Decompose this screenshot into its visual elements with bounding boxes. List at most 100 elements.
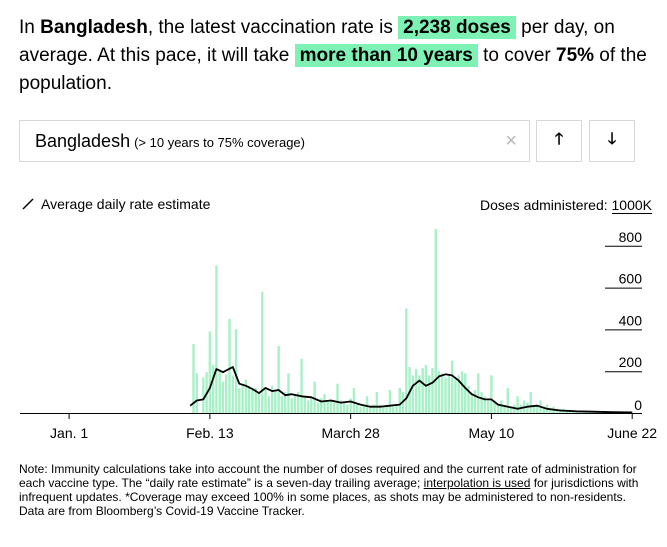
x-tick-label: Jan. 1 (50, 425, 88, 441)
bar (542, 406, 545, 413)
bar (434, 229, 437, 413)
bar (490, 375, 493, 413)
bar (195, 373, 198, 413)
bar (486, 400, 490, 413)
bar (500, 400, 503, 413)
bar (496, 404, 500, 413)
bar (503, 404, 506, 413)
selected-country: Bangladesh (> 10 years to 75% coverage) (35, 131, 305, 151)
headline: In Bangladesh, the latest vaccination ra… (19, 16, 647, 94)
x-tick-label: May 10 (468, 425, 514, 441)
clear-icon[interactable]: × (505, 130, 517, 152)
bar (333, 402, 336, 413)
bar (323, 394, 326, 413)
line-legend-icon (22, 198, 34, 210)
bar (414, 369, 418, 413)
bar (319, 398, 323, 413)
arrow-up-icon: 🡑 (554, 130, 564, 148)
bar (536, 404, 539, 413)
arrow-down-icon: 🡓 (607, 130, 617, 148)
bar (477, 373, 480, 413)
bar (349, 398, 352, 413)
bar (454, 379, 457, 413)
bar (529, 392, 532, 413)
previous-country-button[interactable]: 🡑 (536, 120, 582, 162)
bar (526, 402, 529, 413)
bar (408, 367, 411, 413)
bar (264, 387, 267, 413)
bar (274, 390, 277, 413)
bar (297, 392, 300, 413)
bar (382, 406, 385, 413)
bar (480, 392, 483, 413)
bar (247, 385, 251, 413)
bar (346, 404, 349, 413)
y-tick-label: 200 (619, 354, 643, 370)
bar (450, 360, 454, 413)
interpolation-link[interactable]: interpolation is used (423, 476, 531, 490)
bar (378, 404, 382, 413)
bar (303, 396, 307, 413)
bar (215, 265, 218, 413)
next-country-button[interactable]: 🡓 (589, 120, 635, 162)
bar (385, 404, 388, 413)
bar (506, 387, 509, 413)
bar (352, 387, 356, 413)
bar (355, 404, 359, 413)
bar (231, 375, 234, 413)
bar (254, 387, 257, 413)
bar (342, 402, 346, 413)
y-tick-label: 0 (634, 397, 642, 413)
bar (369, 406, 372, 413)
bar (375, 392, 379, 413)
chart-legend: Average daily rate estimate (21, 196, 210, 212)
country-selector[interactable]: Bangladesh (> 10 years to 75% coverage) × (19, 120, 530, 162)
bar (372, 404, 375, 413)
bar (431, 368, 434, 413)
bar (241, 383, 244, 413)
bar (493, 400, 496, 413)
bar (310, 398, 313, 413)
bar (221, 381, 225, 413)
coverage-note: (> 10 years to 75% coverage) (134, 135, 305, 150)
x-tick-label: June 22 (607, 425, 657, 441)
bar (362, 404, 365, 413)
duration-highlight: more than 10 years (294, 44, 478, 67)
bar (437, 371, 441, 413)
bar (398, 387, 401, 413)
x-tick-label: Feb. 13 (186, 425, 234, 441)
y-tick-label: 600 (619, 271, 643, 287)
bar (339, 400, 343, 413)
bar (313, 381, 316, 413)
bar (290, 398, 293, 413)
bar (270, 385, 274, 413)
bar (549, 408, 552, 413)
footnote: Note: Immunity calculations take into ac… (19, 462, 639, 518)
bar (316, 402, 320, 413)
bar (359, 406, 362, 413)
bar (395, 404, 398, 413)
y-axis-unit: 1000K (611, 197, 652, 214)
bar (467, 385, 470, 413)
bar (428, 375, 431, 413)
bar (329, 400, 333, 413)
bar (457, 375, 460, 413)
bar (251, 390, 254, 413)
bar (234, 329, 238, 413)
bar (300, 358, 303, 413)
bar (418, 375, 421, 413)
bar (532, 406, 536, 413)
bar (326, 400, 329, 413)
bar (225, 374, 228, 413)
bar (244, 379, 248, 413)
country-name: Bangladesh (40, 17, 148, 38)
bar (283, 392, 287, 413)
bar (473, 390, 477, 413)
bar (516, 396, 519, 413)
bar (365, 396, 369, 413)
bar (444, 377, 447, 413)
bar (261, 291, 264, 413)
vaccination-chart: 800 600 400 200 0 Jan. 1 Feb. 13 March 28 May 10… (20, 229, 657, 441)
bar (267, 396, 270, 413)
legend-label: Average daily rate estimate (41, 196, 211, 212)
